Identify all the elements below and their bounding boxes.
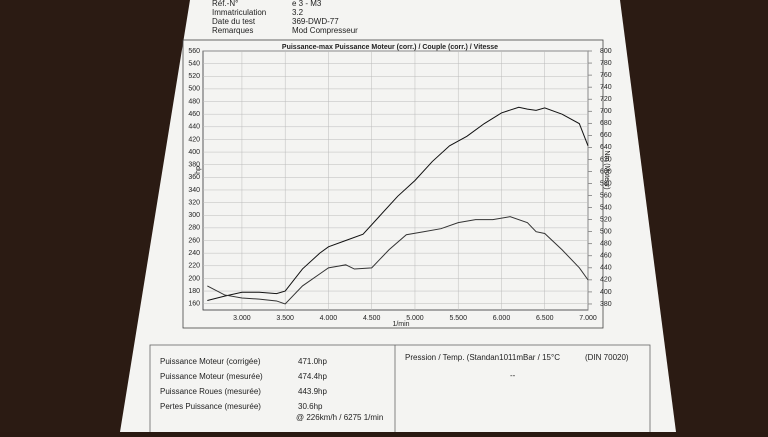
header-label: Immatriculation xyxy=(212,8,266,17)
y2-tick-label: 720 xyxy=(600,96,612,103)
y2-tick-label: 420 xyxy=(600,277,612,284)
result-label: Puissance Roues (mesurée) xyxy=(160,387,261,396)
y-axis-label: hp xyxy=(195,166,202,174)
y-tick-label: 180 xyxy=(188,288,200,295)
y-tick-label: 500 xyxy=(188,86,200,93)
result-value: 30.6hp xyxy=(298,402,323,411)
y2-tick-label: 780 xyxy=(600,60,612,67)
series-line xyxy=(207,216,589,305)
result-speed: @ 226km/h / 6275 1/min xyxy=(296,413,383,422)
result-value: 443.9hp xyxy=(298,387,327,396)
y2-tick-label: 380 xyxy=(600,301,612,308)
results-box xyxy=(149,344,651,437)
paper xyxy=(120,0,676,432)
y2-tick-label: 740 xyxy=(600,84,612,91)
header: Réf.-N° e 3 - M3 Immatriculation 3.2 Date du… xyxy=(212,0,358,35)
y2-tick-label: 760 xyxy=(600,72,612,79)
y2-tick-label: 640 xyxy=(600,144,612,151)
y2-axis-label: Nm (Moteur) xyxy=(603,150,610,189)
y2-tick-label: 460 xyxy=(600,253,612,260)
y2-tick-label: 400 xyxy=(600,289,612,296)
series-line xyxy=(207,106,589,302)
y-tick-label: 520 xyxy=(188,73,200,80)
y-tick-label: 160 xyxy=(188,301,200,308)
y2-tick-label: 500 xyxy=(600,229,612,236)
x-tick-label: 5.500 xyxy=(449,315,467,322)
y-tick-label: 220 xyxy=(188,263,200,270)
y2-tick-label: 800 xyxy=(600,48,612,55)
y2-tick-label: 440 xyxy=(600,265,612,272)
y-tick-label: 440 xyxy=(188,124,200,131)
y2-tick-label: 620 xyxy=(600,156,612,163)
y-tick-label: 340 xyxy=(188,187,200,194)
x-tick-label: 4.500 xyxy=(363,315,381,322)
y-tick-label: 560 xyxy=(188,48,200,55)
y-tick-label: 400 xyxy=(188,149,200,156)
chart-title: Puissance-max Puissance Moteur (corr.) /… xyxy=(282,44,498,51)
y2-tick-label: 660 xyxy=(600,132,612,139)
result-label: Puissance Moteur (mesurée) xyxy=(160,372,263,381)
results: Puissance Moteur (corrigée) 471.0hp Puissa… xyxy=(160,353,629,422)
conditions: Pression / Temp. (Standan1011mBar / 15°C xyxy=(405,353,560,362)
y-tick-label: 240 xyxy=(188,250,200,257)
y-tick-label: 460 xyxy=(188,111,200,118)
y-tick-label: 200 xyxy=(188,275,200,282)
y-tick-label: 320 xyxy=(188,199,200,206)
y-tick-label: 480 xyxy=(188,98,200,105)
y-tick-label: 280 xyxy=(188,225,200,232)
y2-tick-label: 560 xyxy=(600,192,612,199)
y-tick-label: 360 xyxy=(188,174,200,181)
y2-tick-label: 480 xyxy=(600,241,612,248)
y-tick-label: 420 xyxy=(188,136,200,143)
y-tick-label: 380 xyxy=(188,162,200,169)
header-value: e 3 - M3 xyxy=(292,0,322,8)
result-value: 474.4hp xyxy=(298,372,327,381)
header-label: Date du test xyxy=(212,17,256,26)
norm: (DIN 70020) xyxy=(585,353,629,362)
header-label: Remarques xyxy=(212,26,253,35)
x-tick-label: 7.000 xyxy=(579,315,597,322)
y2-tick-label: 700 xyxy=(600,108,612,115)
x-tick-label: 6.000 xyxy=(493,315,511,322)
x-tick-label: 3.000 xyxy=(233,315,251,322)
header-value: 369-DWD-77 xyxy=(292,17,339,26)
x-tick-label: 5.000 xyxy=(406,315,424,322)
y-tick-label: 260 xyxy=(188,237,200,244)
header-value: 3.2 xyxy=(292,8,304,17)
y-tick-label: 540 xyxy=(188,60,200,67)
result-label: Pertes Puissance (mesurée) xyxy=(160,402,261,411)
y2-tick-label: 600 xyxy=(600,168,612,175)
y-tick-label: 300 xyxy=(188,212,200,219)
y2-tick-label: 540 xyxy=(600,204,612,211)
chart-frame xyxy=(182,39,604,329)
y2-tick-label: 680 xyxy=(600,120,612,127)
y2-tick-label: 580 xyxy=(600,180,612,187)
y2-tick-label: 520 xyxy=(600,216,612,223)
x-axis-label: 1/min xyxy=(392,321,409,328)
result-value: 471.0hp xyxy=(298,357,327,366)
header-value: Mod Compresseur xyxy=(292,26,358,35)
x-tick-label: 4.000 xyxy=(320,315,338,322)
x-tick-label: 6.500 xyxy=(536,315,554,322)
conditions-value: -- xyxy=(510,371,516,380)
header-label: Réf.-N° xyxy=(212,0,238,8)
x-tick-label: 3.500 xyxy=(276,315,294,322)
result-label: Puissance Moteur (corrigée) xyxy=(160,357,261,366)
